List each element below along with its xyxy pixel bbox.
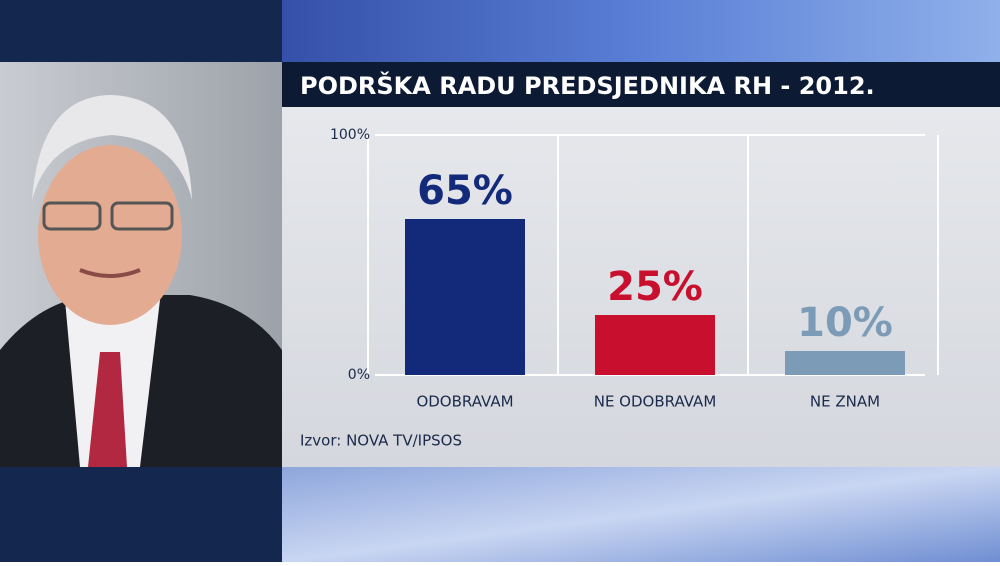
bottom-band	[282, 467, 1000, 562]
title-bar	[282, 62, 1000, 107]
bar	[405, 219, 525, 375]
x-tick-label: NE ZNAM	[810, 393, 880, 411]
bar	[595, 315, 715, 375]
value-label: 65%	[417, 168, 513, 214]
photo	[0, 62, 282, 467]
y-tick-label: 0%	[348, 367, 370, 383]
value-label: 25%	[607, 264, 703, 310]
y-tick-label: 100%	[330, 127, 370, 143]
bar	[785, 351, 905, 375]
chart-panel	[282, 107, 1000, 467]
x-tick-label: ODOBRAVAM	[416, 393, 513, 411]
value-label: 10%	[797, 300, 893, 346]
top-band	[282, 0, 1000, 62]
source-note: Izvor: NOVA TV/IPSOS	[300, 432, 462, 450]
x-tick-label: NE ODOBRAVAM	[594, 393, 717, 411]
chart-title: PODRŠKA RADU PREDSJEDNIKA RH - 2012.	[300, 70, 875, 100]
